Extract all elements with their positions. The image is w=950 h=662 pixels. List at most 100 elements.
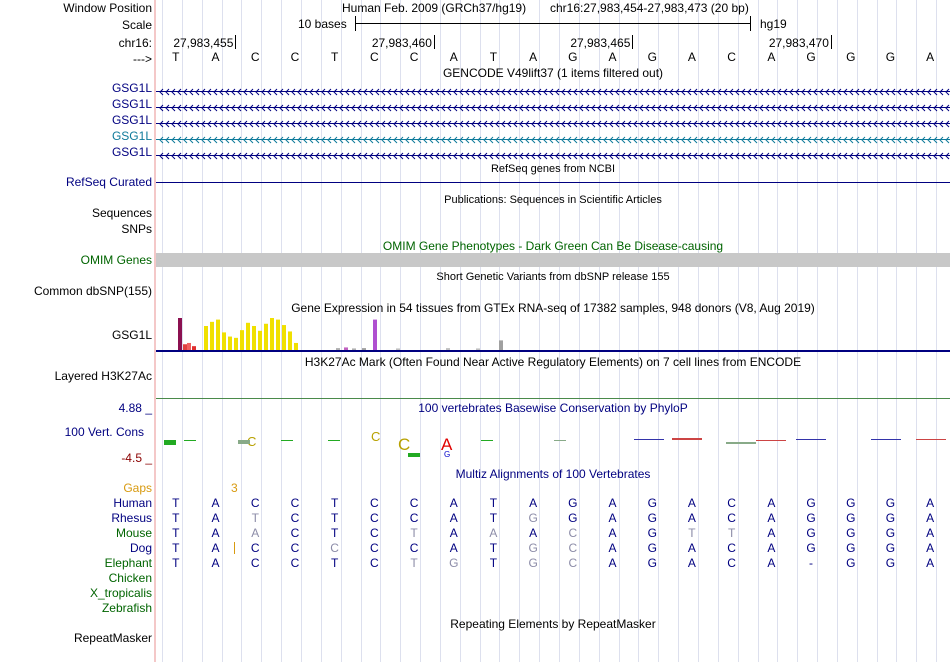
pubs-track-title: Publications: Sequences in Scientific Ar… — [444, 194, 662, 206]
omim-label[interactable]: OMIM Genes — [80, 253, 152, 267]
gencode-transcript[interactable] — [156, 136, 950, 144]
repeatmasker-label[interactable]: RepeatMasker — [73, 631, 152, 645]
refseq-gene-line[interactable] — [156, 182, 950, 183]
gtex-tissue-bar[interactable] — [204, 326, 208, 350]
gtex-tissue-bar[interactable] — [344, 347, 348, 350]
gtex-tissue-bar[interactable] — [178, 318, 182, 350]
multiz-base: G — [846, 511, 856, 525]
multiz-base: G — [806, 496, 816, 510]
gtex-tissue-bar[interactable] — [216, 319, 220, 350]
gtex-tissue-bar[interactable] — [352, 348, 356, 350]
phylop-conservation-plot[interactable]: C C C A G — [156, 430, 950, 460]
refseq-track-title: RefSeq genes from NCBI — [490, 163, 616, 175]
multiz-species-label[interactable]: Human — [113, 496, 152, 510]
multiz-species-label[interactable]: Chicken — [108, 571, 152, 585]
multiz-base: T — [172, 496, 180, 510]
multiz-species-label[interactable]: X_tropicalis — [89, 586, 152, 600]
gencode-gene-label[interactable]: GSG1L — [111, 145, 152, 159]
multiz-base: A — [608, 496, 617, 510]
gtex-tissue-bar[interactable] — [234, 337, 238, 350]
phylop-glyph-c3: C — [398, 435, 410, 454]
multiz-base: G — [846, 541, 856, 555]
sequence-base: A — [449, 50, 458, 64]
refseq-label[interactable]: RefSeq Curated — [65, 175, 152, 189]
phylop-label[interactable]: 100 Vert. Cons — [64, 425, 144, 439]
gtex-tissue-bar[interactable] — [252, 326, 256, 350]
gtex-tissue-bar[interactable] — [282, 325, 286, 350]
gtex-tissue-bar[interactable] — [210, 321, 214, 350]
gtex-tissue-bar[interactable] — [276, 319, 280, 350]
phylop-bar — [916, 439, 946, 440]
multiz-base: T — [172, 541, 180, 555]
multiz-base: C — [290, 541, 300, 555]
multiz-gap-count: 3 — [231, 481, 238, 495]
phylop-bar — [164, 440, 176, 445]
dbsnp-track-title: Short Genetic Variants from dbSNP releas… — [436, 271, 670, 283]
gencode-transcript[interactable] — [156, 120, 950, 128]
gtex-tissue-bar[interactable] — [288, 331, 292, 350]
gtex-tissue-bar[interactable] — [446, 348, 450, 350]
multiz-base: G — [806, 541, 816, 555]
multiz-base: A — [767, 511, 776, 525]
pubs-snps-label[interactable]: SNPs — [121, 222, 152, 236]
gencode-gene-label[interactable]: GSG1L — [111, 129, 152, 143]
multiz-base: A — [449, 526, 458, 540]
multiz-species-label[interactable]: Zebrafish — [101, 601, 152, 615]
db-label: hg19 — [760, 17, 787, 31]
sequence-base: A — [211, 50, 220, 64]
gtex-tissue-bar[interactable] — [258, 330, 262, 350]
multiz-base: A — [767, 541, 776, 555]
multiz-base: T — [172, 556, 180, 570]
gtex-tissue-bar[interactable] — [270, 318, 274, 350]
position-range[interactable]: chr16:27,983,454-27,983,473 (20 bp) — [550, 1, 749, 15]
gtex-tissue-bar[interactable] — [362, 348, 366, 350]
gencode-gene-label[interactable]: GSG1L — [111, 113, 152, 127]
gencode-gene-label[interactable]: GSG1L — [111, 97, 152, 111]
transcript-strand-arrows — [159, 136, 950, 144]
multiz-base: T — [489, 511, 498, 525]
h3k27ac-label[interactable]: Layered H3K27Ac — [54, 369, 152, 383]
gencode-transcript[interactable] — [156, 152, 950, 160]
gencode-gene-label[interactable]: GSG1L — [111, 81, 152, 95]
multiz-species-label[interactable]: Mouse — [115, 526, 152, 540]
multiz-base: C — [290, 511, 300, 525]
gtex-tissue-bar[interactable] — [246, 322, 250, 350]
gtex-tissue-bar[interactable] — [264, 323, 268, 350]
pubs-sequences-label[interactable]: Sequences — [91, 206, 152, 220]
gtex-tissue-bar[interactable] — [222, 332, 226, 350]
multiz-species-label[interactable]: Elephant — [104, 556, 152, 570]
multiz-species-label[interactable]: Dog — [129, 541, 152, 555]
multiz-base: C — [290, 556, 300, 570]
gtex-tissue-bar[interactable] — [476, 348, 480, 350]
multiz-base: A — [926, 511, 935, 525]
assembly-label: Human Feb. 2009 (GRCh37/hg19) — [342, 1, 527, 15]
gencode-transcript[interactable] — [156, 88, 950, 96]
multiz-base: C — [250, 541, 260, 555]
gtex-tissue-bar[interactable] — [240, 330, 244, 350]
gtex-tissue-bar[interactable] — [499, 340, 503, 350]
gtex-bar-plot[interactable] — [156, 314, 950, 354]
multiz-base: A — [767, 526, 776, 540]
gtex-tissue-bar[interactable] — [336, 348, 340, 350]
multiz-base: T — [489, 496, 498, 510]
gencode-transcript[interactable] — [156, 104, 950, 112]
gtex-tissue-bar[interactable] — [183, 344, 187, 350]
gtex-tissue-bar[interactable] — [187, 342, 191, 350]
multiz-base: C — [370, 526, 379, 540]
scale-tick-right — [750, 16, 751, 31]
gtex-tissue-bar[interactable] — [228, 336, 232, 350]
multiz-species-label[interactable]: Rhesus — [111, 511, 152, 525]
phylop-max: 4.88 _ — [118, 401, 152, 415]
gtex-tissue-bar[interactable] — [373, 319, 377, 350]
gtex-tissue-bar[interactable] — [396, 348, 400, 350]
omim-phenotype-bar[interactable] — [156, 253, 950, 267]
gtex-tissue-bar[interactable] — [294, 342, 298, 350]
multiz-base: A — [687, 541, 696, 555]
scale-tick-left — [355, 16, 356, 31]
gtex-tissue-bar[interactable] — [192, 346, 196, 350]
gtex-label[interactable]: GSG1L — [111, 328, 152, 342]
sequence-base: G — [647, 50, 657, 64]
multiz-gaps-label: Gaps — [123, 481, 152, 495]
dbsnp-label[interactable]: Common dbSNP(155) — [33, 284, 152, 298]
multiz-base: G — [885, 556, 896, 570]
